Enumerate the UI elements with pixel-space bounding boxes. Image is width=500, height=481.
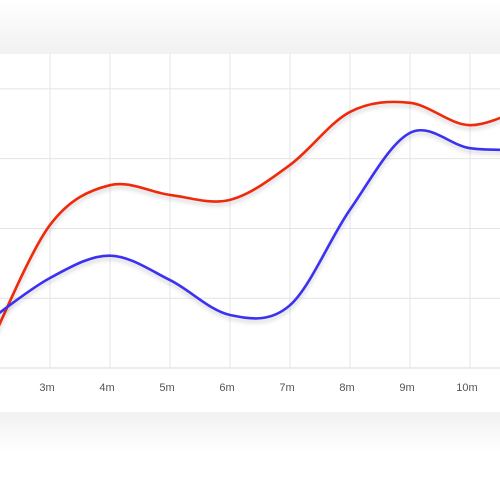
top-band — [0, 0, 500, 54]
series-line — [0, 129, 500, 320]
x-tick-label: 5m — [159, 382, 174, 394]
series-line — [0, 100, 500, 327]
x-tick-label: 4m — [99, 382, 114, 394]
x-tick-label: 9m — [399, 382, 414, 394]
lines — [0, 100, 500, 327]
bottom-band — [0, 412, 500, 452]
x-tick-label: 6m — [219, 382, 234, 394]
x-tick-label: 3m — [39, 382, 54, 394]
x-tick-label: 7m — [279, 382, 294, 394]
grid — [0, 54, 500, 369]
x-labels: 3m 4m 5m 6m 7m 8m 9m 10m — [39, 382, 477, 394]
x-tick-label: 10m — [456, 382, 477, 394]
x-tick-label: 8m — [339, 382, 354, 394]
